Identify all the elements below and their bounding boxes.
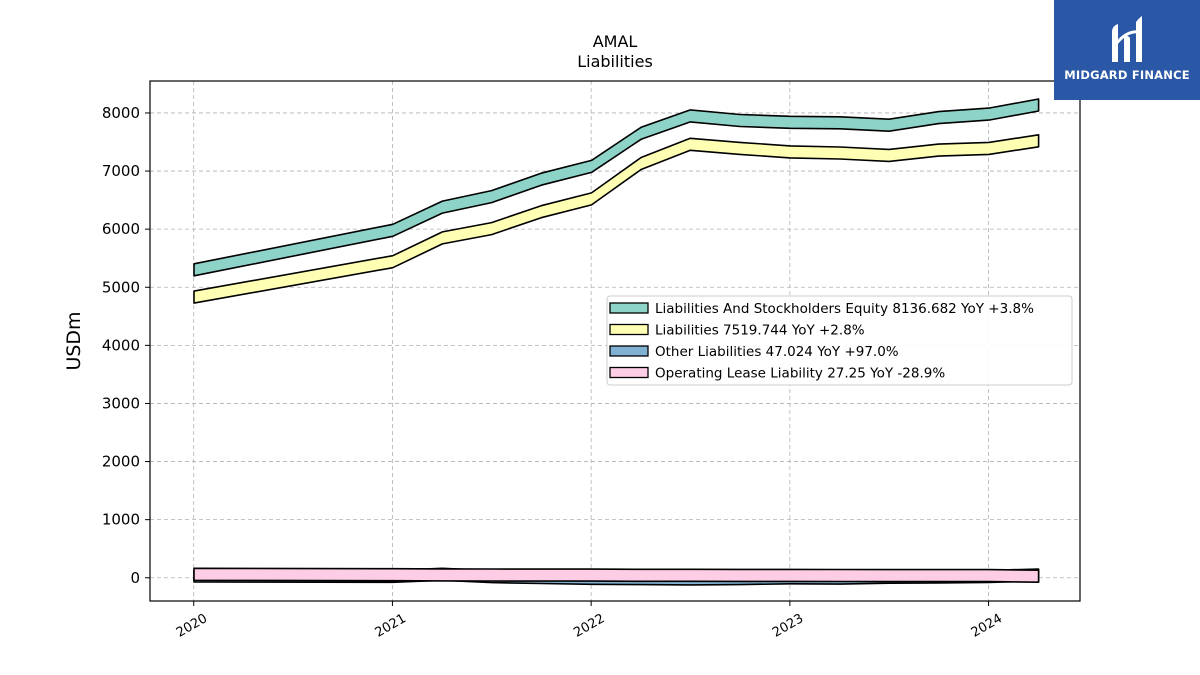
x-tick-label: 2021: [373, 611, 409, 641]
y-tick-label: 2000: [102, 453, 140, 471]
chart-subtitle: Liabilities: [577, 52, 653, 71]
y-tick-label: 8000: [102, 104, 140, 122]
x-tick-label: 2022: [571, 611, 607, 641]
x-tick-label: 2023: [770, 611, 806, 641]
y-tick-label: 4000: [102, 336, 140, 354]
midgard-logo-mark-icon: [1112, 16, 1142, 62]
y-axis-label: USDm: [63, 311, 85, 370]
y-tick-label: 6000: [102, 220, 140, 238]
x-tick-label: 2024: [969, 611, 1005, 641]
series-band-0: [193, 98, 1040, 277]
legend-box: [606, 295, 1073, 386]
legend-swatch: [609, 302, 649, 314]
chart-title: AMAL: [593, 32, 638, 51]
y-tick-label: 7000: [102, 162, 140, 180]
y-tick-label: 5000: [102, 278, 140, 296]
legend-entry: Liabilities 7519.744 YoY +2.8%: [655, 323, 865, 339]
series-band-3: [193, 567, 1040, 584]
legend-swatch: [609, 345, 649, 357]
legend-entry: Liabilities And Stockholders Equity 8136…: [655, 301, 1034, 317]
x-tick-label: 2020: [174, 611, 210, 641]
legend-swatch: [609, 323, 649, 336]
y-tick-label: 0: [130, 569, 140, 587]
y-tick-label: 3000: [102, 394, 140, 412]
plot-frame: [149, 80, 1081, 602]
logo-name: MIDGARD FINANCE: [1064, 68, 1190, 82]
series-band-1: [193, 134, 1040, 304]
series-layer: [193, 98, 1040, 586]
midgard-finance-logo: MIDGARD FINANCE: [1054, 0, 1200, 100]
legend-swatch: [609, 366, 649, 379]
legend: Liabilities And Stockholders Equity 8136…: [606, 295, 1073, 386]
legend-entry: Other Liabilities 47.024 YoY +97.0%: [655, 344, 899, 360]
legend-entry: Operating Lease Liability 27.25 YoY -28.…: [655, 366, 945, 382]
y-tick-label: 1000: [102, 511, 140, 529]
